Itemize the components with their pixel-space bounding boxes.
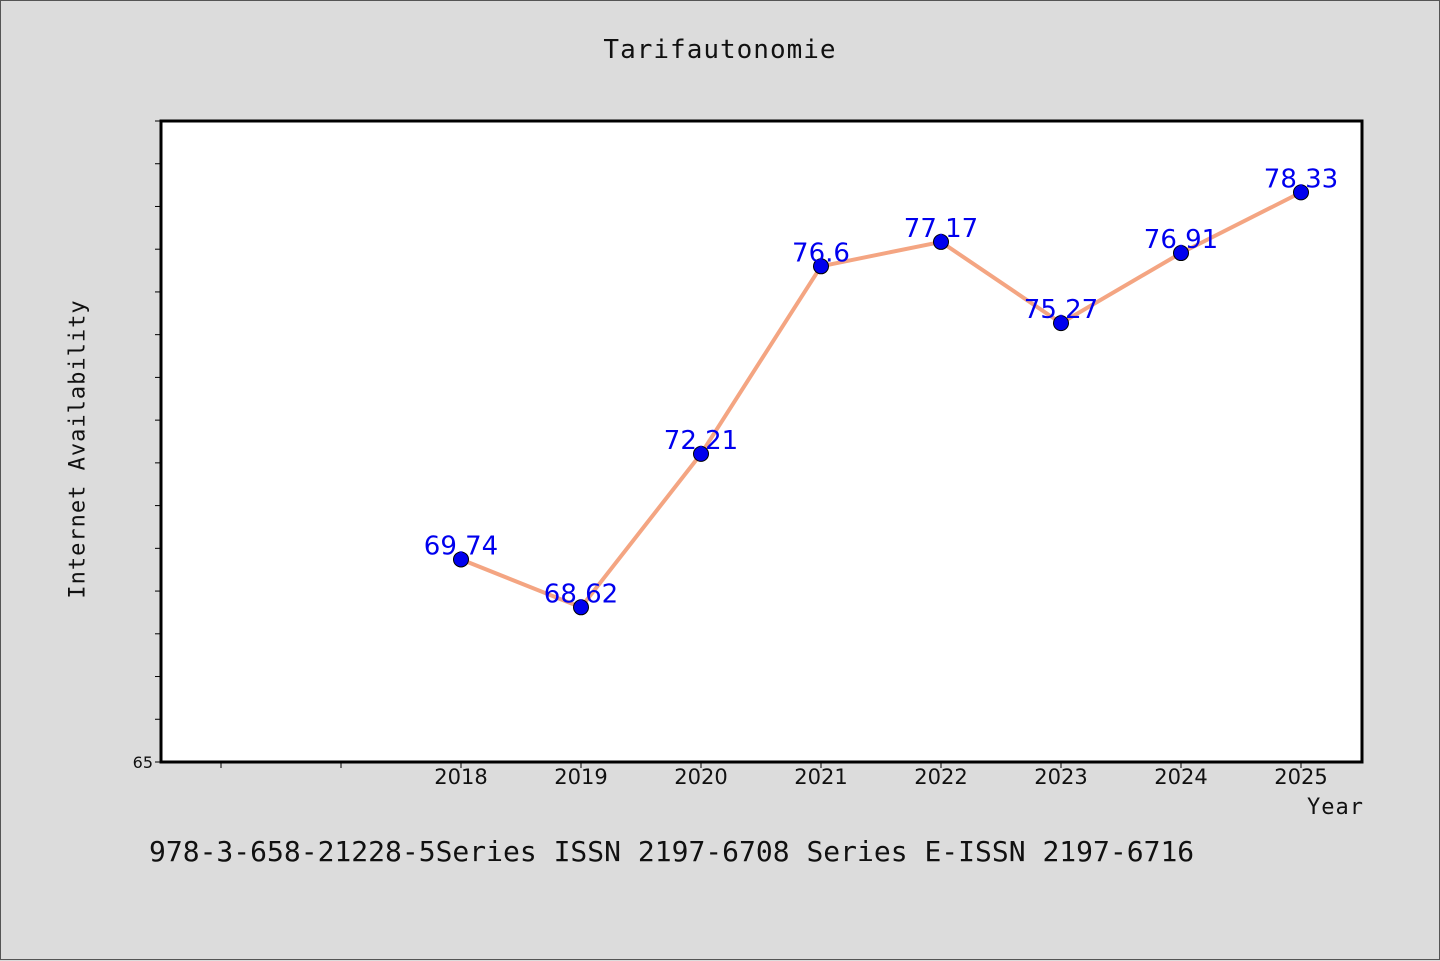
data-label: 77.17 [904,214,978,244]
x-tick-label: 2024 [1154,765,1207,789]
x-tick-label: 2025 [1274,765,1327,789]
x-tick-label: 2019 [554,765,607,789]
data-point [453,551,469,568]
x-tick-label: 2021 [794,765,847,789]
data-label: 72.21 [664,426,738,456]
data-point [1173,245,1189,262]
data-point [1053,315,1069,332]
data-point [573,599,589,616]
data-label: 78.33 [1264,164,1338,194]
chart-title: Tarifautonomie [603,35,837,65]
x-tick-label: 2020 [674,765,727,789]
footer-text: 978-3-658-21228-5Series ISSN 2197-6708 S… [149,835,1195,868]
x-axis-label: Year [1307,795,1364,820]
x-tick-label: 2023 [1034,765,1087,789]
series-layer [453,184,1309,616]
data-point [693,445,709,462]
data-labels: 69.74 68.62 72.21 76.6 77.17 75.27 76.91 78.33 [424,164,1338,609]
axes: 65 2018 2019 2020 2021 2022 2023 2024 2025 [133,120,1328,789]
data-point [813,258,829,275]
plot-area [161,121,1362,762]
data-label: 69.74 [424,531,498,561]
data-label: 75.27 [1024,295,1098,325]
y-tick-label: 65 [133,753,153,772]
plot-frame [159,119,1364,764]
x-tick-label: 2022 [914,765,967,789]
data-label: 68.62 [544,579,618,609]
data-label: 76.6 [792,238,850,268]
data-label: 76.91 [1144,225,1218,255]
data-point [1293,184,1309,201]
x-tick-label: 2018 [434,765,487,789]
series-line [460,190,1302,610]
data-point [933,233,949,250]
